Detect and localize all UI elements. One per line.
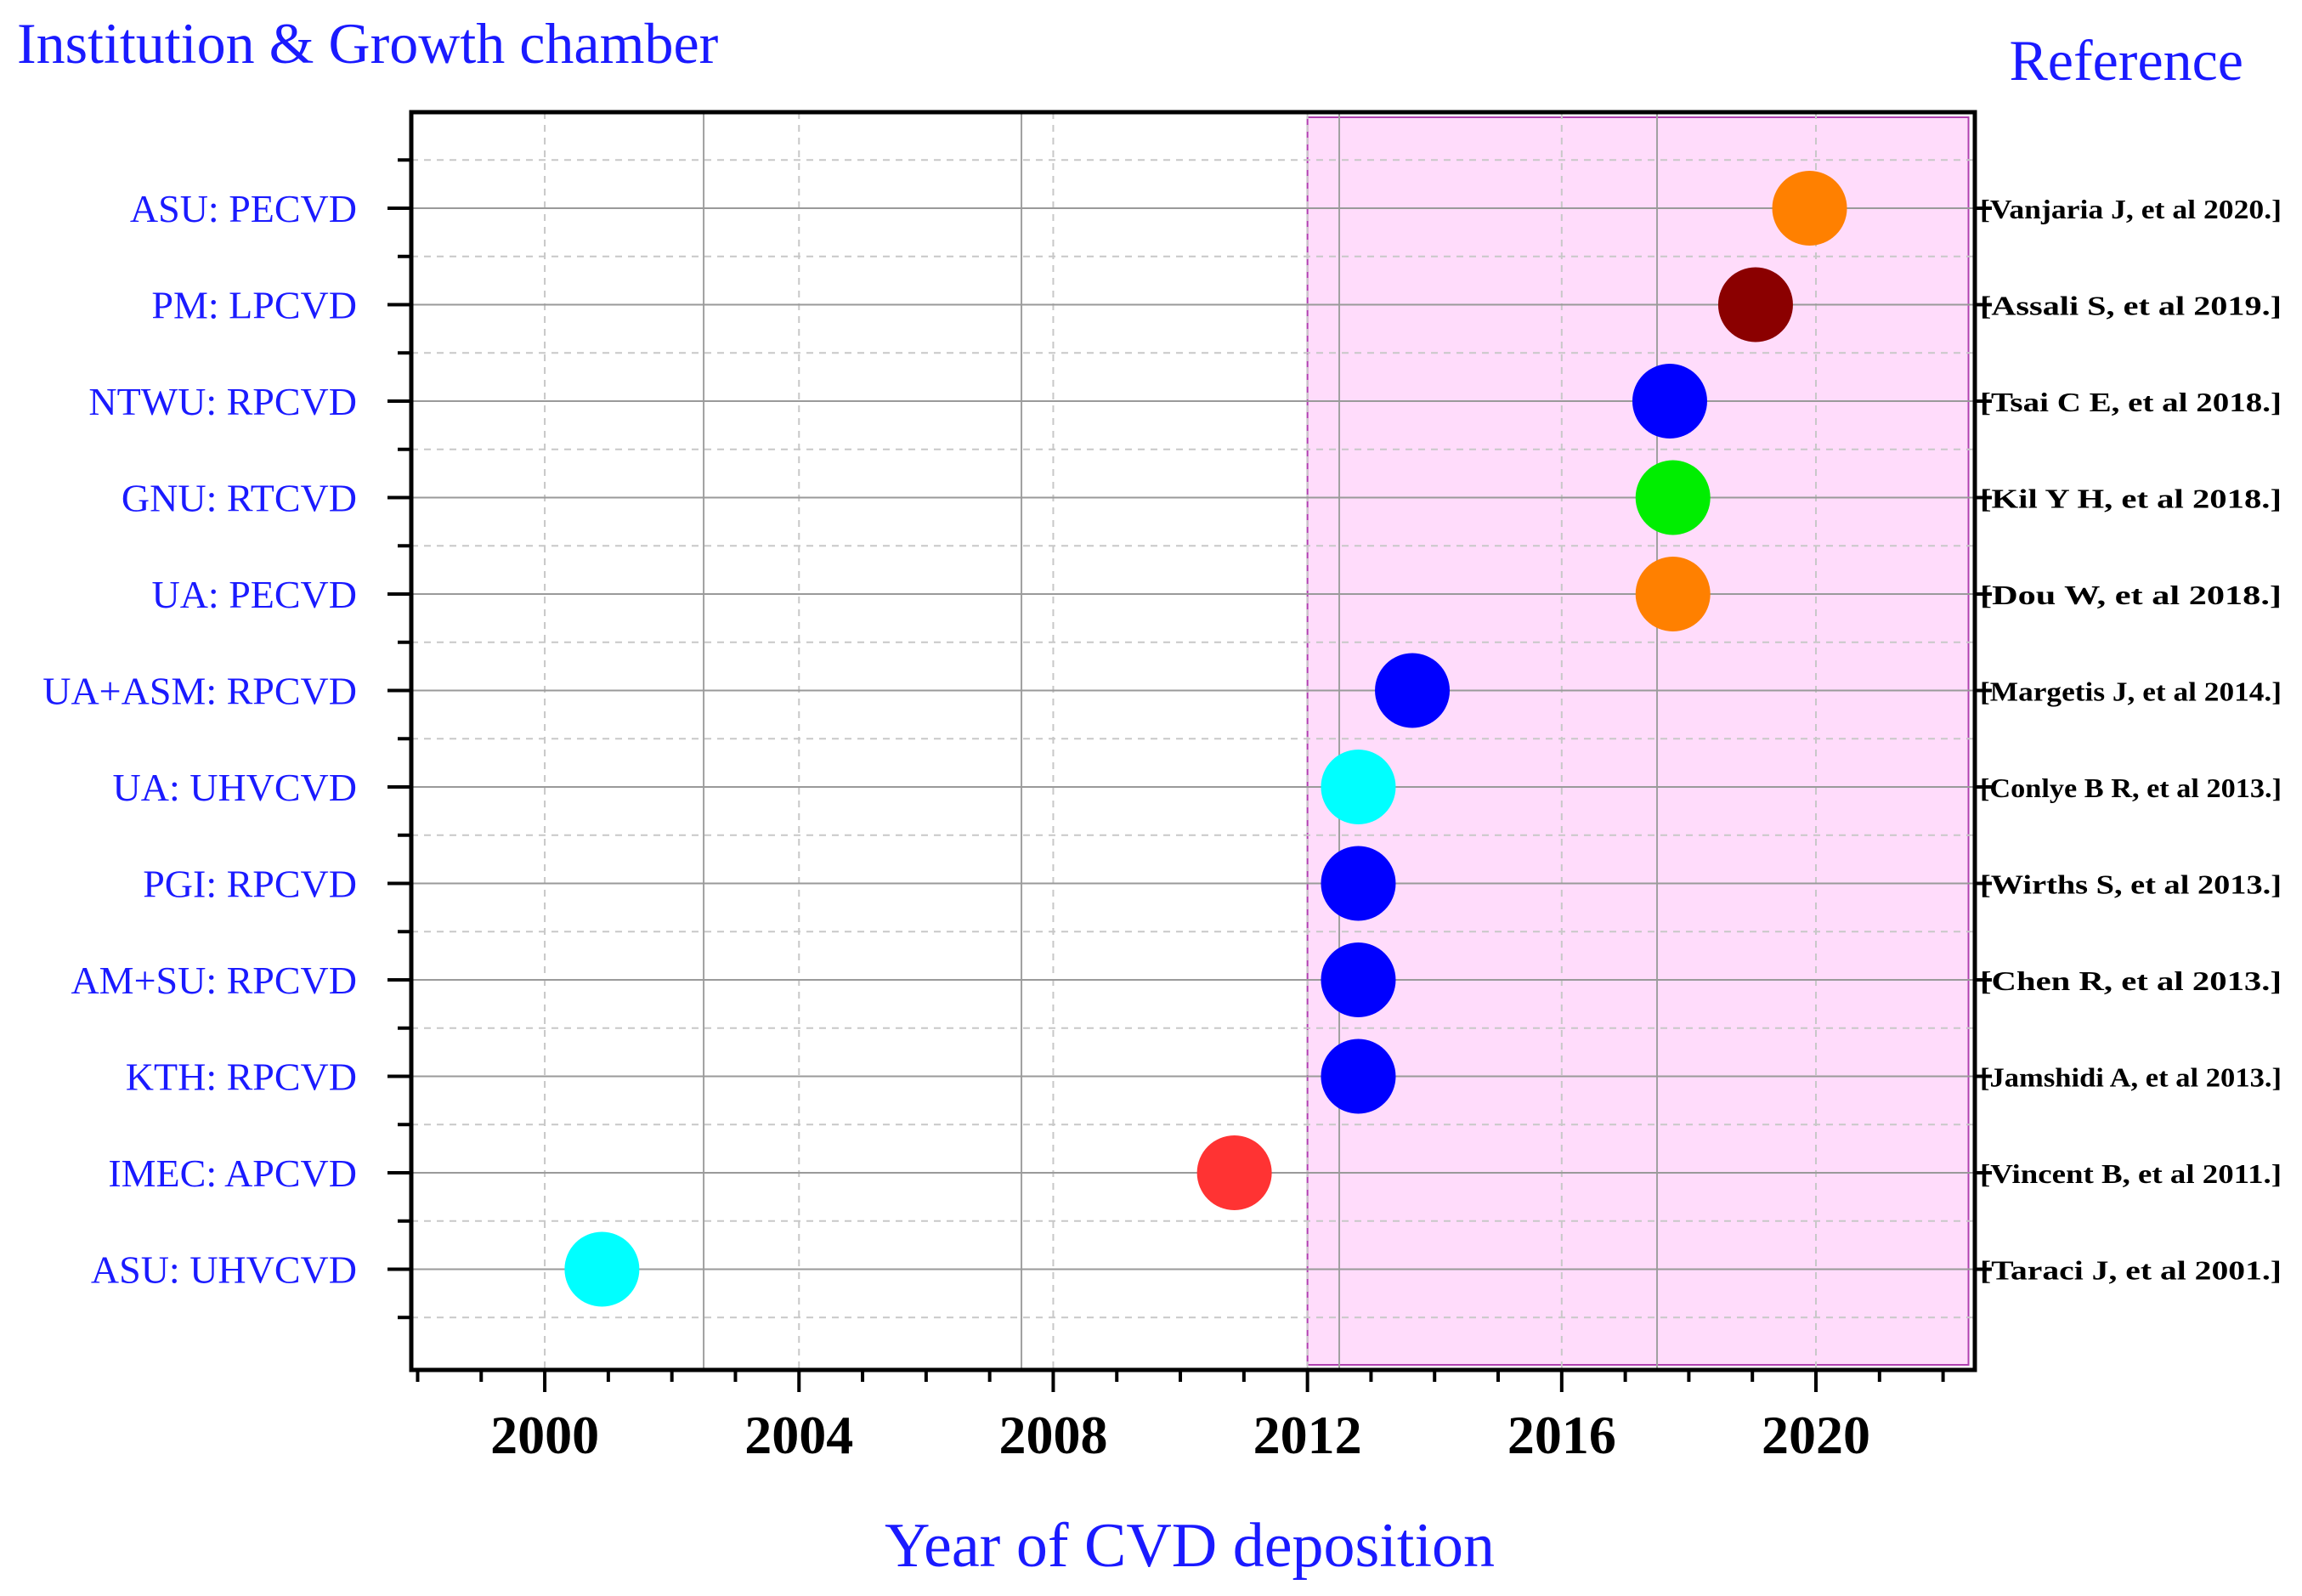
y-category-label: ASU: UHVCVD (91, 1248, 357, 1292)
y-category-label: UA: PECVD (151, 573, 357, 616)
reference-label: [Vincent B, et al 2011.] (1980, 1158, 2282, 1189)
reference-label: [Margetis J, et al 2014.] (1980, 676, 2282, 707)
data-point (1321, 942, 1396, 1017)
title-right: Reference (2009, 28, 2243, 93)
y-category-label: PM: LPCVD (151, 284, 357, 327)
data-point (1321, 750, 1396, 824)
data-point (1772, 171, 1847, 246)
title-left: Institution & Growth chamber (17, 11, 719, 76)
y-category-label: UA: UHVCVD (113, 766, 358, 809)
data-point (1717, 267, 1793, 342)
points (564, 171, 1847, 1307)
x-tick-label: 2020 (1762, 1405, 1870, 1465)
y-category-label: IMEC: APCVD (108, 1152, 357, 1195)
x-tick-label: 2012 (1253, 1405, 1362, 1465)
y-category-label: ASU: PECVD (130, 187, 357, 230)
y-category-label: PGI: RPCVD (143, 863, 357, 906)
plot-frame (409, 110, 1977, 1372)
x-tick-label: 2008 (998, 1405, 1107, 1465)
highlight-region (1306, 116, 1970, 1366)
grid (411, 112, 1975, 1370)
x-axis-label: Year of CVD deposition (885, 1511, 1495, 1581)
y-labels: ASU: PECVD PM: LPCVD NTWU: RPCVD GNU: RTCVD… (42, 187, 357, 1292)
data-point (1635, 460, 1711, 535)
y-category-label: NTWU: RPCVD (88, 380, 357, 423)
x-tick-labels: 2000 2004 2008 2012 2016 2020 (490, 1405, 1870, 1465)
x-tick-label: 2004 (744, 1405, 853, 1465)
references: [Vanjaria J, et al 2020.] [Assali S, et a… (1980, 194, 2282, 1286)
data-point (1635, 557, 1711, 631)
reference-label: [Jamshidi A, et al 2013.] (1980, 1062, 2282, 1093)
data-point (1321, 846, 1396, 921)
reference-label: [Assali S, et al 2019.] (1980, 291, 2282, 321)
data-point (1321, 1039, 1396, 1114)
reference-label: [Chen R, et al 2013.] (1980, 965, 2282, 996)
data-point (1196, 1135, 1272, 1210)
data-point (1375, 653, 1451, 728)
reference-label: [Vanjaria J, et al 2020.] (1980, 194, 2282, 224)
data-point (1632, 364, 1707, 439)
data-point (564, 1231, 640, 1307)
x-tick-label: 2016 (1507, 1405, 1616, 1465)
y-category-label: AM+SU: RPCVD (71, 959, 357, 1002)
reference-label: [Dou W, et al 2018.] (1980, 580, 2282, 610)
reference-label: [Conlye B R, et al 2013.] (1980, 773, 2282, 803)
y-category-label: UA+ASM: RPCVD (42, 670, 357, 713)
x-tick-label: 2000 (490, 1405, 599, 1465)
reference-label: [Taraci J, et al 2001.] (1980, 1255, 2282, 1286)
reference-label: [Tsai C E, et al 2018.] (1980, 387, 2282, 417)
y-category-label: KTH: RPCVD (126, 1056, 357, 1099)
reference-label: [Wirths S, et al 2013.] (1980, 869, 2282, 900)
y-category-label: GNU: RTCVD (122, 477, 357, 520)
reference-label: [Kil Y H, et al 2018.] (1980, 484, 2282, 514)
